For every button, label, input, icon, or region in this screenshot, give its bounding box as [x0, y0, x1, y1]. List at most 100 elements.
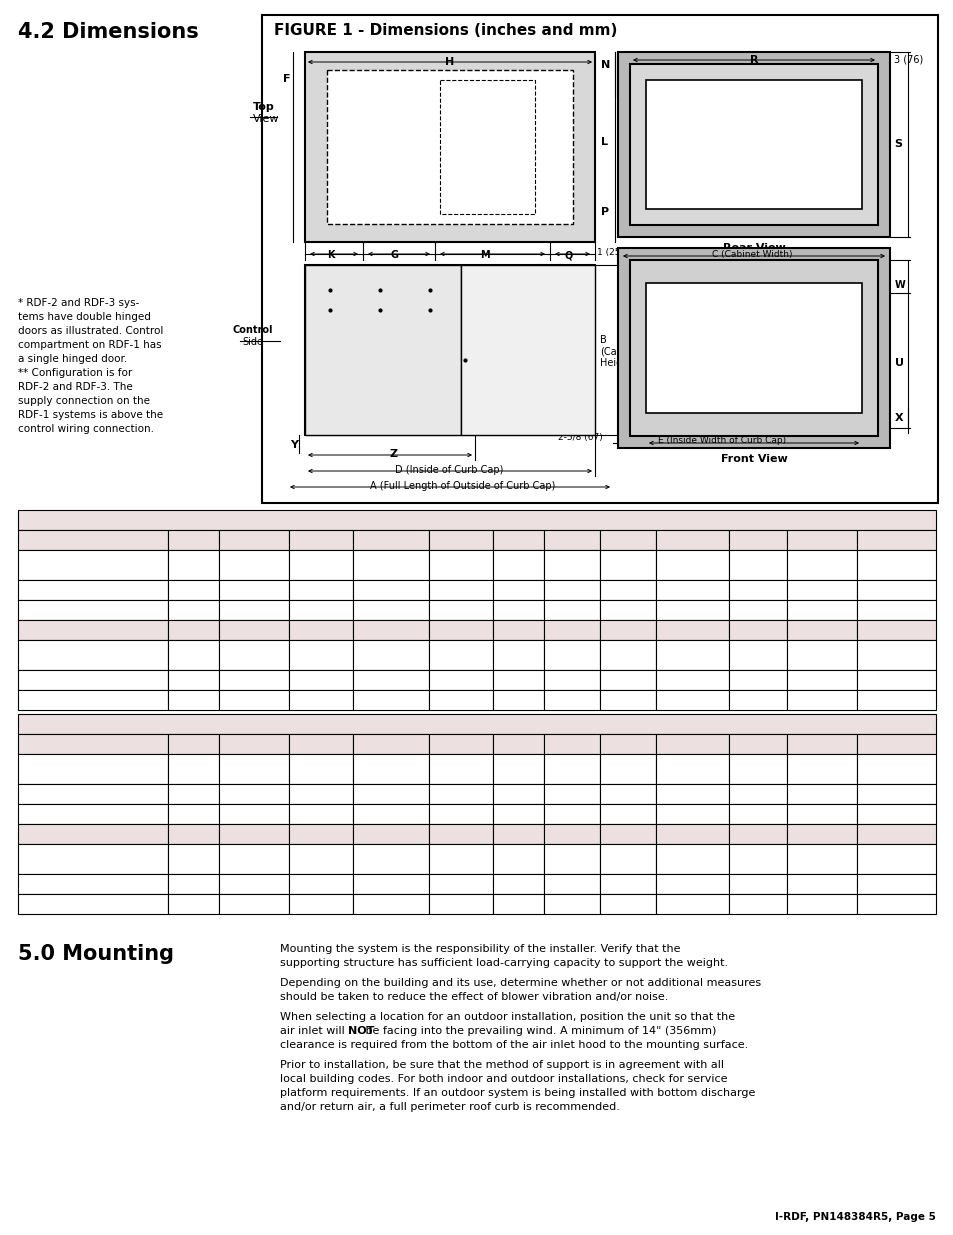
- Text: Model Sizes: Model Sizes: [23, 829, 97, 839]
- Bar: [656, 844, 728, 874]
- Text: 4: 4: [688, 695, 695, 705]
- Bar: [493, 874, 543, 894]
- Bar: [353, 550, 429, 580]
- Text: 135: 135: [618, 789, 638, 799]
- Bar: [18, 690, 168, 710]
- Text: 1-20-3, 1-40-3,
1-50-3, 1-65-3: 1-20-3, 1-40-3, 1-50-3, 1-65-3: [22, 848, 109, 869]
- Bar: [429, 580, 493, 600]
- Text: N: N: [188, 829, 197, 839]
- Bar: [599, 671, 656, 690]
- Text: 2235: 2235: [179, 764, 206, 774]
- Bar: [429, 640, 493, 671]
- Text: 84-13/16: 84-13/16: [367, 559, 414, 571]
- Bar: [289, 755, 353, 784]
- Text: A (Full Length of Outside of Curb Cap): A (Full Length of Outside of Curb Cap): [370, 480, 555, 492]
- Text: H: H: [622, 535, 632, 545]
- Text: 1705: 1705: [377, 899, 404, 909]
- Bar: [856, 734, 935, 755]
- Text: 3-180-3, 3-260-3: 3-180-3, 3-260-3: [22, 899, 119, 909]
- Text: 1122: 1122: [308, 764, 334, 774]
- Text: 8-3/4: 8-3/4: [807, 676, 835, 685]
- Bar: [543, 784, 599, 804]
- Bar: [18, 530, 168, 550]
- Text: 5-5/32: 5-5/32: [611, 605, 644, 615]
- Text: Y: Y: [817, 829, 825, 839]
- Text: 12-5/8: 12-5/8: [304, 650, 337, 659]
- Bar: [856, 671, 935, 690]
- Text: 189: 189: [311, 899, 331, 909]
- Bar: [289, 600, 353, 620]
- Text: K: K: [327, 249, 335, 261]
- Bar: [219, 755, 289, 784]
- Text: Dimensions (mm): Dimensions (mm): [23, 719, 132, 729]
- Bar: [599, 690, 656, 710]
- Text: Outside Air
Opening
(R x S)
See Outside Air Hood or
Filter Cabinet Dimensions
on: Outside Air Opening (R x S) See Outside …: [695, 112, 811, 173]
- Text: 341: 341: [681, 809, 701, 819]
- Bar: [543, 824, 599, 844]
- Bar: [18, 640, 168, 671]
- Text: 21-3/4: 21-3/4: [500, 650, 535, 659]
- Bar: [18, 550, 168, 580]
- Bar: [786, 580, 856, 600]
- Text: G: G: [391, 249, 398, 261]
- Text: 52: 52: [511, 585, 524, 595]
- Bar: [656, 640, 728, 671]
- Bar: [786, 550, 856, 580]
- Bar: [656, 784, 728, 804]
- Text: Model Sizes: Model Sizes: [23, 535, 97, 545]
- Text: 933: 933: [561, 899, 581, 909]
- Bar: [353, 784, 429, 804]
- Text: 1 (25): 1 (25): [597, 248, 623, 257]
- Text: air inlet will: air inlet will: [280, 1026, 348, 1036]
- Text: 486: 486: [885, 764, 905, 774]
- Bar: [353, 755, 429, 784]
- Text: 27-1/4: 27-1/4: [500, 676, 535, 685]
- Text: 2-80-3, 2-120-3: 2-80-3, 2-120-3: [22, 879, 112, 889]
- Bar: [656, 734, 728, 755]
- Text: 410: 410: [618, 879, 638, 889]
- Text: 2154: 2154: [377, 764, 404, 774]
- Text: 11-7/32: 11-7/32: [300, 676, 341, 685]
- Text: F: F: [283, 74, 291, 84]
- Text: Dimensions (inches): Dimensions (inches): [23, 515, 150, 525]
- Text: 221: 221: [811, 899, 831, 909]
- Text: V: V: [623, 625, 632, 635]
- Bar: [429, 671, 493, 690]
- Text: 1072: 1072: [882, 853, 908, 864]
- Bar: [219, 600, 289, 620]
- Bar: [599, 844, 656, 874]
- Text: V: V: [623, 829, 632, 839]
- Bar: [493, 620, 543, 640]
- Bar: [168, 600, 219, 620]
- Bar: [289, 844, 353, 874]
- Bar: [219, 844, 289, 874]
- Text: U: U: [567, 829, 576, 839]
- Bar: [856, 600, 935, 620]
- Text: 2-80-3, 2-120-3: 2-80-3, 2-120-3: [22, 789, 112, 799]
- Bar: [353, 824, 429, 844]
- Bar: [728, 690, 786, 710]
- Text: Z: Z: [891, 625, 899, 635]
- Bar: [168, 804, 219, 824]
- Text: 552: 552: [508, 853, 527, 864]
- Bar: [786, 755, 856, 784]
- Text: 3-180-3, 3-260-3: 3-180-3, 3-260-3: [22, 809, 119, 819]
- Text: 791: 791: [451, 853, 471, 864]
- Text: 2235: 2235: [179, 789, 206, 799]
- Bar: [168, 580, 219, 600]
- Bar: [439, 80, 535, 214]
- Bar: [305, 52, 595, 242]
- Bar: [429, 824, 493, 844]
- Text: 82-9/16: 82-9/16: [300, 605, 341, 615]
- Text: D: D: [386, 535, 395, 545]
- Text: 135-3/4: 135-3/4: [172, 605, 213, 615]
- Bar: [219, 620, 289, 640]
- Bar: [493, 530, 543, 550]
- Text: 413: 413: [561, 789, 581, 799]
- Text: 3-180-3, 3-260-3: 3-180-3, 3-260-3: [22, 695, 119, 705]
- Bar: [656, 580, 728, 600]
- Bar: [728, 844, 786, 874]
- Text: 1422: 1422: [882, 899, 908, 909]
- Bar: [353, 640, 429, 671]
- Bar: [599, 874, 656, 894]
